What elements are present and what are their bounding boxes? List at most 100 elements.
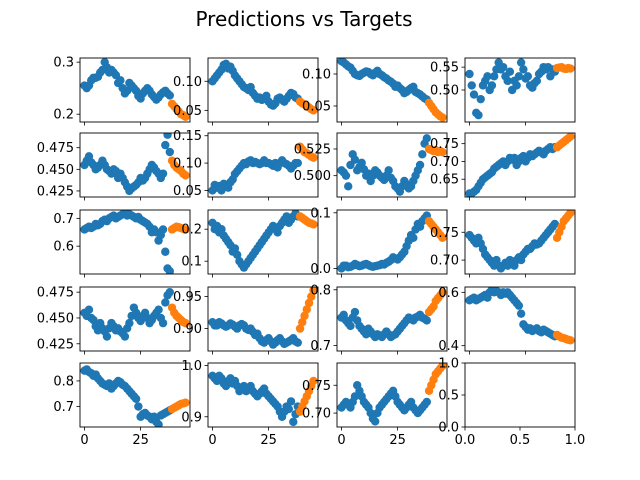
y-tick-label: 0.6	[438, 286, 459, 301]
target-point	[346, 321, 355, 331]
target-point	[154, 420, 163, 427]
target-point	[519, 65, 528, 74]
axes-frame	[336, 286, 448, 352]
y-tick-label: 0.475	[37, 141, 74, 156]
target-point	[465, 69, 474, 79]
target-point	[120, 332, 130, 341]
subplot-2: 0.05 0.10	[173, 57, 319, 126]
subplot-points	[80, 365, 190, 427]
axes-frame	[207, 57, 319, 123]
subplot-points	[337, 134, 447, 196]
target-point	[409, 233, 418, 243]
y-tick-label: 0.2	[181, 223, 202, 238]
target-point	[165, 287, 174, 297]
axes-frame	[336, 132, 448, 198]
y-tick-label: 0.90	[173, 322, 202, 337]
prediction-point	[298, 318, 307, 327]
subplot-points	[337, 58, 447, 122]
y-tick-label: 0.75	[430, 226, 459, 241]
target-point	[514, 72, 524, 81]
y-tick-label: 0.450	[37, 311, 74, 326]
subplot-points	[80, 210, 190, 274]
target-point	[158, 169, 168, 178]
subplot-3: 0.05 0.10	[302, 57, 448, 126]
target-point	[161, 140, 170, 150]
subplot-points	[208, 142, 318, 195]
y-tick-label: 0.50	[430, 84, 459, 99]
target-point	[116, 76, 125, 85]
target-point	[84, 305, 94, 314]
axes-frame	[79, 362, 191, 428]
y-tick-label: 0.7	[53, 212, 74, 227]
target-point	[550, 219, 559, 229]
y-tick-label: 0.70	[430, 254, 459, 269]
target-point	[483, 72, 492, 81]
subplot-points	[465, 287, 575, 345]
target-point	[289, 417, 298, 427]
subplot-points	[80, 287, 190, 341]
y-tick-label: 0.475	[37, 286, 74, 301]
prediction-point	[307, 292, 316, 301]
x-tick-label: 25	[389, 433, 406, 448]
axes-frame	[207, 362, 319, 428]
prediction-point	[302, 305, 311, 314]
prediction-point	[309, 153, 318, 162]
axes-frame	[207, 286, 319, 352]
target-point	[516, 309, 526, 318]
subplot-4: 0.50 0.55	[430, 57, 576, 126]
prediction-point	[566, 210, 575, 217]
subplot-points	[465, 58, 575, 120]
y-tick-label: 0.500	[294, 169, 331, 184]
target-point	[158, 318, 168, 328]
target-point	[350, 307, 360, 317]
subplot-points	[80, 133, 190, 196]
target-point	[341, 171, 351, 180]
target-point	[489, 72, 499, 81]
prediction-point	[438, 233, 447, 243]
y-tick-label: 0.7	[310, 339, 331, 354]
subplot-points	[208, 287, 318, 349]
x-tick-label: 0.5	[510, 433, 531, 448]
y-tick-label: 0.95	[173, 290, 202, 305]
y-tick-label: 0.4	[438, 339, 459, 354]
x-tick-label: 0	[337, 433, 345, 448]
subplot-7: 0.500 0.525	[294, 132, 448, 201]
y-tick-label: 0.6	[53, 240, 74, 255]
target-point	[474, 110, 483, 120]
prediction-point	[295, 324, 305, 333]
subplot-8: 0.65 0.70 0.75	[430, 132, 576, 201]
y-tick-label: 0.1	[310, 206, 331, 221]
target-point	[217, 225, 226, 234]
axes-frame	[464, 362, 576, 428]
subplot-points	[465, 210, 575, 273]
target-point	[158, 225, 168, 234]
y-tick-label: 0.8	[310, 283, 331, 298]
prediction-point	[304, 298, 314, 308]
y-tick-label: 0.15	[173, 129, 202, 144]
subplot-points	[208, 59, 318, 115]
target-point	[422, 397, 431, 407]
subplot-10: 0.1 0.2	[181, 209, 319, 278]
subplot-14: 0.90 0.95	[173, 286, 319, 355]
target-point	[505, 67, 515, 76]
axes-frame	[464, 286, 576, 352]
subplot-points	[80, 58, 190, 121]
prediction-point	[309, 376, 318, 386]
subplot-points	[465, 133, 575, 197]
axes-frame	[79, 132, 191, 198]
y-tick-label: 0.05	[302, 100, 331, 115]
target-point	[370, 417, 380, 426]
y-tick-label: 0.5	[438, 389, 459, 404]
y-tick-label: 1.0	[438, 357, 459, 372]
axes-frame	[207, 209, 319, 275]
y-tick-label: 0.7	[53, 400, 74, 415]
axes-frame	[464, 209, 576, 275]
target-point	[284, 404, 294, 414]
target-point	[422, 316, 431, 325]
axes-frame	[464, 132, 576, 198]
y-tick-label: 0.10	[173, 75, 202, 90]
target-point	[516, 58, 526, 67]
axes-frame	[207, 132, 319, 198]
y-tick-label: 1.0	[181, 359, 202, 374]
target-point	[134, 402, 143, 411]
